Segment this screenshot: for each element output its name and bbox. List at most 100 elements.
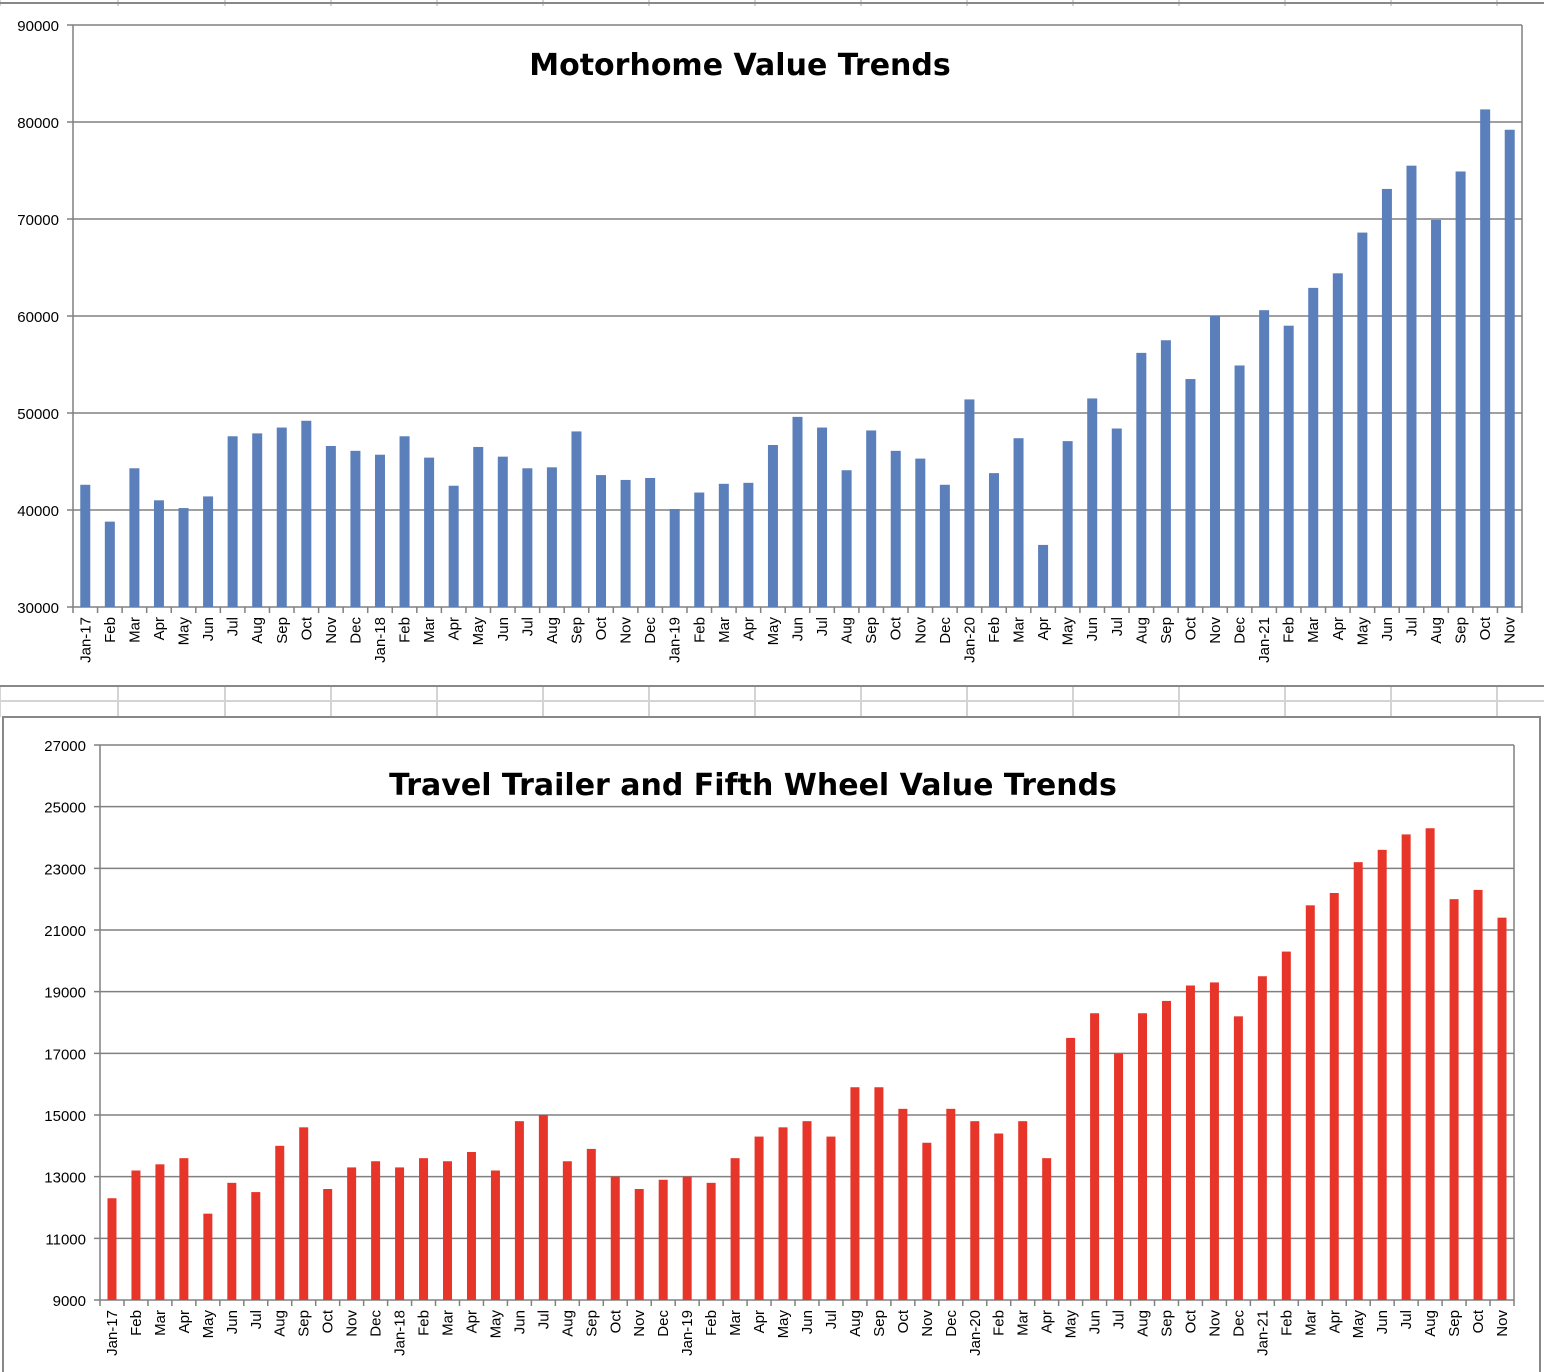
bar bbox=[754, 1136, 764, 1300]
x-tick-label: May bbox=[176, 617, 193, 646]
bar bbox=[374, 454, 385, 607]
bar bbox=[964, 399, 975, 607]
x-tick-label: Jan-21 bbox=[1254, 1310, 1271, 1356]
bar bbox=[350, 450, 361, 607]
bar bbox=[1062, 441, 1073, 607]
bar bbox=[473, 446, 484, 607]
y-tick-label: 15000 bbox=[44, 1108, 86, 1125]
bar bbox=[1233, 1016, 1243, 1300]
x-tick-label: Jul bbox=[248, 1310, 265, 1329]
bar bbox=[866, 430, 877, 607]
x-tick-label: Feb bbox=[1281, 617, 1298, 643]
x-tick-label: Aug bbox=[1422, 1310, 1439, 1337]
bar bbox=[129, 468, 140, 607]
x-tick-label: Jan-18 bbox=[372, 617, 389, 663]
x-tick-label: Jan-17 bbox=[77, 617, 94, 663]
x-tick-label: Mar bbox=[1011, 617, 1028, 643]
x-tick-label: Jul bbox=[814, 617, 831, 636]
y-tick-label: 19000 bbox=[44, 985, 86, 1002]
x-tick-label: Jun bbox=[1084, 617, 1101, 641]
bar bbox=[562, 1161, 572, 1300]
x-tick-label: Nov bbox=[919, 1310, 936, 1337]
x-tick-label: Jan-18 bbox=[392, 1310, 409, 1356]
x-tick-label: Apr bbox=[1326, 1310, 1343, 1333]
y-tick-label: 25000 bbox=[44, 800, 86, 817]
bar bbox=[251, 1192, 261, 1300]
x-tick-label: Oct bbox=[1182, 1309, 1199, 1333]
bar bbox=[1185, 985, 1195, 1300]
x-tick-label: Jan-21 bbox=[1256, 617, 1273, 663]
bar bbox=[1353, 862, 1363, 1300]
bar bbox=[1259, 310, 1270, 607]
bar bbox=[817, 427, 828, 607]
bar bbox=[179, 1158, 189, 1300]
x-tick-label: Feb bbox=[1278, 1310, 1295, 1336]
x-tick-label: Apr bbox=[463, 1310, 480, 1333]
x-tick-label: Mar bbox=[716, 617, 733, 643]
bar bbox=[538, 1115, 548, 1300]
bar bbox=[1111, 428, 1122, 607]
x-tick-label: Jun bbox=[1374, 1310, 1391, 1334]
x-tick-label: Mar bbox=[126, 617, 143, 643]
x-tick-label: Oct bbox=[607, 1309, 624, 1333]
x-tick-label: Feb bbox=[991, 1310, 1008, 1336]
x-tick-label: Jul bbox=[1109, 617, 1126, 636]
bar bbox=[1114, 1053, 1124, 1300]
bar bbox=[826, 1136, 836, 1300]
bar bbox=[490, 1170, 500, 1300]
x-tick-label: Nov bbox=[1206, 1310, 1223, 1337]
x-tick-label: Feb bbox=[986, 617, 1003, 643]
bar bbox=[706, 1182, 716, 1300]
x-tick-label: Oct bbox=[895, 1309, 912, 1333]
x-tick-label: Nov bbox=[631, 1310, 648, 1337]
x-tick-label: Aug bbox=[847, 1310, 864, 1337]
x-tick-label: Mar bbox=[440, 1310, 457, 1336]
x-tick-label: Jul bbox=[1111, 1310, 1128, 1329]
bar bbox=[645, 477, 656, 607]
x-tick-label: Sep bbox=[274, 617, 291, 644]
y-tick-label: 90000 bbox=[17, 18, 59, 35]
x-tick-label: May bbox=[200, 1310, 217, 1339]
bar bbox=[497, 456, 508, 607]
y-tick-label: 50000 bbox=[17, 406, 59, 423]
bar bbox=[155, 1164, 165, 1300]
bar bbox=[1497, 917, 1507, 1300]
x-tick-label: Feb bbox=[102, 617, 119, 643]
bar bbox=[915, 458, 926, 607]
x-tick-label: Apr bbox=[751, 1310, 768, 1333]
bar bbox=[1401, 834, 1411, 1300]
bar bbox=[299, 1127, 309, 1300]
bar bbox=[104, 521, 115, 607]
bar bbox=[596, 475, 607, 607]
x-tick-label: Aug bbox=[1135, 1310, 1152, 1337]
x-tick-label: Mar bbox=[152, 1310, 169, 1336]
x-tick-label: Dec bbox=[642, 617, 659, 644]
bar bbox=[1381, 188, 1392, 607]
bar bbox=[634, 1189, 644, 1300]
x-tick-label: Nov bbox=[912, 617, 929, 644]
bar bbox=[1234, 365, 1245, 607]
x-tick-label: Jun bbox=[200, 617, 217, 641]
bar bbox=[514, 1121, 524, 1300]
x-tick-label: Dec bbox=[347, 617, 364, 644]
bar bbox=[80, 484, 91, 607]
y-tick-label: 13000 bbox=[44, 1170, 86, 1187]
bar bbox=[227, 436, 238, 607]
x-tick-label: Jul bbox=[225, 617, 242, 636]
x-tick-label: Aug bbox=[1428, 617, 1445, 644]
bar bbox=[1449, 899, 1459, 1300]
bar bbox=[1357, 232, 1368, 607]
x-tick-label: Sep bbox=[1453, 617, 1470, 644]
x-tick-label: Jul bbox=[535, 1310, 552, 1329]
bar bbox=[419, 1158, 429, 1300]
x-tick-label: Sep bbox=[863, 617, 880, 644]
x-tick-label: Sep bbox=[871, 1310, 888, 1337]
bar bbox=[153, 500, 164, 607]
bar bbox=[395, 1167, 405, 1300]
bar bbox=[743, 482, 754, 607]
x-tick-label: Jul bbox=[519, 617, 536, 636]
bar bbox=[1210, 316, 1221, 607]
x-tick-label: Nov bbox=[618, 617, 635, 644]
